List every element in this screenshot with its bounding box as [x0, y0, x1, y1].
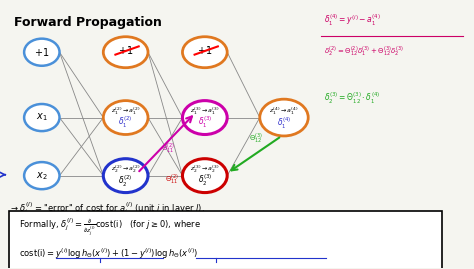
Text: $z_1^{(4)} \to a_1^{(4)}$: $z_1^{(4)} \to a_1^{(4)}$: [269, 105, 299, 116]
Ellipse shape: [24, 39, 60, 66]
Text: Forward Propagation: Forward Propagation: [14, 16, 162, 29]
Text: $z_2^{(3)} \to a_2^{(3)}$: $z_2^{(3)} \to a_2^{(3)}$: [190, 164, 219, 175]
Ellipse shape: [182, 37, 227, 68]
Text: $\delta_2^{(3)} = \Theta_{12}^{(3)} \cdot \delta_1^{(4)}$: $\delta_2^{(3)} = \Theta_{12}^{(3)} \cdo…: [324, 90, 380, 106]
Text: $z_1^{(2)} \to a_1^{(2)}$: $z_1^{(2)} \to a_1^{(2)}$: [111, 105, 140, 117]
Text: $x_1$: $x_1$: [36, 112, 47, 123]
Ellipse shape: [182, 159, 227, 193]
Text: $\rightarrow \delta_j^{(l)}$ = "error" of cost for $a_j^{(l)}$ (unit $j$ in laye: $\rightarrow \delta_j^{(l)}$ = "error" o…: [9, 201, 205, 217]
Text: $\delta_1^{(3)}$: $\delta_1^{(3)}$: [198, 115, 212, 130]
Ellipse shape: [103, 101, 148, 134]
Text: $\Theta_{11}^{(2)}$: $\Theta_{11}^{(2)}$: [161, 142, 174, 156]
Text: $+1$: $+1$: [197, 44, 212, 56]
Text: $+1$: $+1$: [118, 44, 133, 56]
Text: $\delta_2^{(3)}$: $\delta_2^{(3)}$: [198, 173, 212, 188]
Text: $x_2$: $x_2$: [36, 170, 47, 182]
Text: $\Theta_{11}^{(2)}$: $\Theta_{11}^{(2)}$: [165, 173, 179, 187]
FancyBboxPatch shape: [9, 211, 442, 269]
Ellipse shape: [182, 101, 227, 134]
Text: $\delta_2^{(2)} = \Theta_{12}^{(2)}\delta_1^{(3)} + \Theta_{12}^{(3)}\delta_2^{(: $\delta_2^{(2)} = \Theta_{12}^{(2)}\delt…: [324, 45, 403, 59]
Text: $\delta_1^{(4)} = y^{(i)} - a_1^{(4)}$: $\delta_1^{(4)} = y^{(i)} - a_1^{(4)}$: [324, 13, 381, 29]
Ellipse shape: [24, 162, 60, 189]
Text: $\delta_1^{(2)}$: $\delta_1^{(2)}$: [118, 115, 133, 130]
Text: $\mathrm{cost(i)} = y^{(i)} \log h_\Theta(x^{(i)}) + (1 - y^{(i)}) \log h_\Theta: $\mathrm{cost(i)} = y^{(i)} \log h_\Thet…: [18, 246, 198, 261]
Text: $+1$: $+1$: [34, 46, 49, 58]
Text: $z_1^{(3)} \to a_1^{(3)}$: $z_1^{(3)} \to a_1^{(3)}$: [190, 105, 219, 117]
Text: $\delta_2^{(2)}$: $\delta_2^{(2)}$: [118, 174, 133, 189]
Ellipse shape: [260, 99, 308, 136]
Text: $\Theta_{12}^{(3)}$: $\Theta_{12}^{(3)}$: [249, 132, 263, 146]
Text: Formally, $\delta_j^{(l)} = \frac{\partial}{\partial z_j^{(l)}} \mathrm{cost(i)}: Formally, $\delta_j^{(l)} = \frac{\parti…: [18, 217, 201, 239]
Ellipse shape: [103, 159, 148, 193]
Ellipse shape: [24, 104, 60, 131]
Ellipse shape: [103, 37, 148, 68]
Text: $z_2^{(2)} \to a_2^{(2)}$: $z_2^{(2)} \to a_2^{(2)}$: [111, 164, 140, 175]
Text: $\delta_1^{(4)}$: $\delta_1^{(4)}$: [277, 116, 291, 131]
